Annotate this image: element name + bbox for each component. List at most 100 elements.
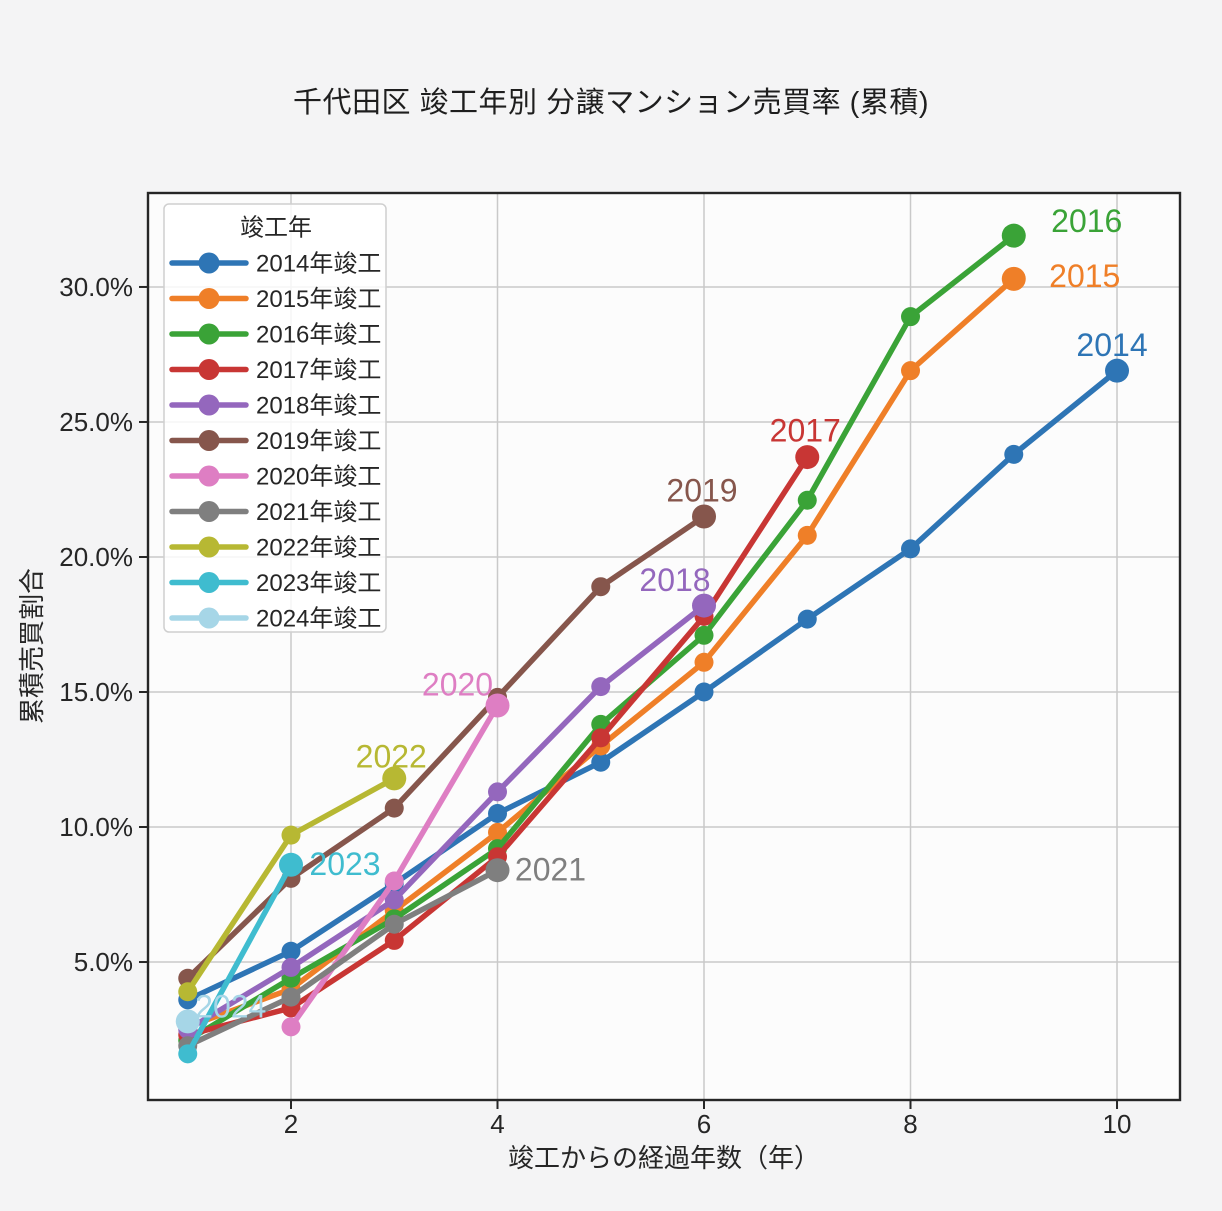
series-label-2019: 2019 — [666, 473, 737, 509]
legend-marker — [198, 572, 220, 593]
y-tick-label: 30.0% — [59, 272, 133, 302]
y-tick-label: 15.0% — [59, 677, 133, 707]
series-label-2014: 2014 — [1076, 327, 1147, 363]
legend-item-label: 2018年竣工 — [256, 392, 381, 419]
data-point-2018 — [591, 677, 611, 697]
data-point-2021 — [485, 858, 510, 883]
legend-item-label: 2016年竣工 — [256, 321, 381, 348]
legend-item-2014: 2014年竣工 — [169, 250, 381, 277]
legend-item-2020: 2020年竣工 — [169, 463, 381, 490]
x-axis-label: 竣工からの経過年数（年） — [507, 1143, 820, 1173]
legend-item-label: 2021年竣工 — [256, 499, 381, 526]
data-point-2018 — [692, 593, 717, 618]
series-2023 — [178, 852, 304, 1064]
data-point-2014 — [1004, 444, 1024, 464]
legend-item-label: 2023年竣工 — [256, 570, 381, 597]
series-2024 — [175, 1009, 200, 1034]
legend-marker — [198, 536, 220, 558]
legend-item-2023: 2023年竣工 — [169, 570, 381, 597]
data-point-2014 — [1105, 358, 1130, 383]
legend-title: 竣工年 — [240, 214, 312, 241]
y-tick-label: 25.0% — [59, 407, 133, 437]
series-line-2023 — [185, 862, 294, 1057]
legend-marker — [198, 430, 220, 451]
data-point-2019 — [692, 504, 717, 529]
data-point-2020 — [485, 693, 510, 718]
data-point-2016 — [1001, 223, 1026, 248]
series-annotations: 2014 2015 2016 2017 2018 2019 2020 2021 2022 2023… — [195, 203, 1147, 1025]
series-2018 — [178, 593, 717, 1040]
data-point-2014 — [591, 752, 611, 772]
series-label-2022: 2022 — [356, 739, 427, 775]
data-point-2015 — [901, 361, 921, 381]
legend-item-label: 2022年竣工 — [256, 534, 381, 561]
series-line-2021 — [185, 867, 501, 1049]
data-point-2019 — [384, 798, 404, 818]
data-point-2018 — [281, 957, 301, 977]
series-label-2021: 2021 — [515, 851, 586, 887]
x-tick-label: 6 — [697, 1109, 711, 1139]
data-point-2022 — [178, 982, 198, 1002]
legend-item-label: 2020年竣工 — [256, 463, 381, 490]
data-point-2016 — [797, 490, 817, 510]
legend-item-2015: 2015年竣工 — [169, 286, 381, 313]
legend-box — [163, 203, 387, 633]
data-point-2024 — [175, 1009, 200, 1034]
data-point-2016 — [901, 307, 921, 327]
series-2020 — [281, 693, 510, 1037]
legend-item-2022: 2022年竣工 — [169, 534, 381, 561]
data-point-2015 — [694, 652, 714, 672]
x-tick-label: 8 — [903, 1109, 917, 1139]
data-point-2014 — [797, 609, 817, 629]
data-point-2016 — [694, 625, 714, 645]
data-point-2021 — [384, 914, 404, 934]
data-point-2018 — [384, 890, 404, 910]
series-label-2016: 2016 — [1051, 203, 1122, 239]
legend-marker — [198, 323, 220, 345]
data-point-2015 — [488, 822, 508, 842]
data-point-2014 — [488, 804, 508, 824]
series-2022 — [178, 766, 407, 1002]
data-point-2023 — [178, 1044, 198, 1064]
x-tick-label: 2 — [284, 1109, 298, 1139]
legend-item-label: 2014年竣工 — [256, 250, 381, 277]
legend-item-2024: 2024年竣工 — [169, 605, 381, 632]
data-point-2015 — [1001, 266, 1026, 291]
series-label-2024: 2024 — [195, 989, 266, 1025]
legend-marker — [198, 501, 220, 522]
data-point-2014 — [694, 682, 714, 702]
legend-item-label: 2017年竣工 — [256, 357, 381, 384]
series-2014 — [178, 358, 1130, 1010]
legend-item-label: 2024年竣工 — [256, 605, 381, 632]
chart-title: 千代田区 竣工年別 分譲マンション売買率 (累積) — [293, 87, 929, 119]
data-point-2022 — [382, 766, 407, 791]
x-tick-label: 4 — [490, 1109, 504, 1139]
legend-marker — [198, 394, 220, 416]
series-label-2023: 2023 — [309, 846, 380, 882]
legend-item-2016: 2016年竣工 — [169, 321, 381, 348]
series-line-2014 — [185, 367, 1120, 1003]
data-point-2017 — [591, 728, 611, 748]
legend-item-2017: 2017年竣工 — [169, 357, 381, 384]
series-label-2015: 2015 — [1049, 258, 1120, 294]
series-label-2017: 2017 — [770, 412, 841, 448]
series-2021 — [178, 858, 510, 1056]
data-point-2020 — [384, 871, 404, 891]
data-point-2018 — [488, 782, 508, 802]
series-group — [175, 223, 1130, 1064]
legend-marker — [198, 359, 220, 380]
data-point-2017 — [384, 930, 404, 950]
legend-marker — [198, 607, 220, 629]
data-point-2023 — [279, 852, 304, 877]
legend: 竣工年 2014年竣工 2015年竣工 2016年竣工 2017年竣工 2018年竣工 20… — [163, 203, 387, 633]
y-axis-label: 累積売買割合 — [17, 568, 47, 725]
x-tick-label: 10 — [1103, 1109, 1132, 1139]
legend-item-2019: 2019年竣工 — [169, 428, 381, 455]
data-point-2017 — [795, 445, 820, 470]
data-point-2014 — [281, 941, 301, 961]
data-point-2014 — [901, 539, 921, 559]
series-label-2020: 2020 — [422, 667, 493, 703]
series-label-2018: 2018 — [639, 562, 710, 598]
data-point-2019 — [591, 577, 611, 597]
